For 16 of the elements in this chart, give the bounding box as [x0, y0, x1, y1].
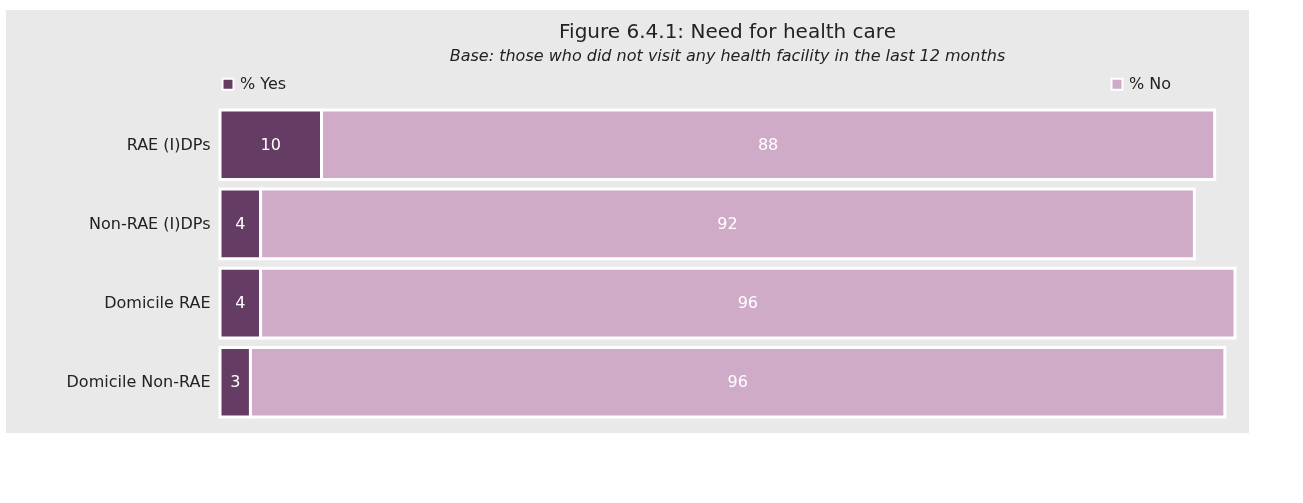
data-label: 92: [717, 213, 738, 233]
chart-subtitle: Base: those who did not visit any health facility in the last 12 months: [449, 46, 1006, 65]
chart-title: Figure 6.4.1: Need for health care: [559, 19, 896, 43]
data-label: 88: [757, 134, 779, 154]
y-tick-label: Domicile Non-RAE: [66, 372, 211, 392]
data-label: 4: [235, 293, 246, 313]
y-tick-label: Non-RAE (I)DPs: [88, 213, 211, 233]
data-label: 96: [737, 293, 758, 313]
y-tick-label: RAE (I)DPs: [126, 134, 211, 154]
legend-label: % No: [1129, 74, 1172, 94]
data-label: 4: [235, 213, 246, 233]
legend-label: % Yes: [240, 74, 287, 94]
data-label: 10: [260, 134, 281, 154]
y-tick-label: Domicile RAE: [104, 293, 211, 313]
data-label: 96: [727, 372, 748, 392]
data-label: 3: [230, 372, 241, 392]
